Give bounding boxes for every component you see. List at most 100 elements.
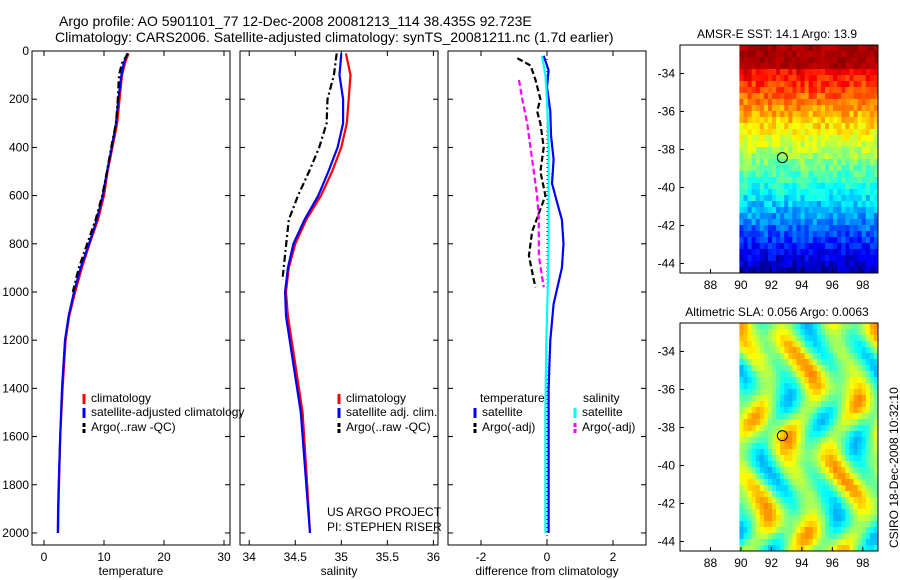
sla-cell <box>751 485 757 492</box>
sst-cell <box>845 255 850 262</box>
sst-cell <box>873 93 879 100</box>
sst-cell <box>820 159 826 166</box>
sst-cell <box>763 159 769 166</box>
sla-cell <box>812 509 818 516</box>
sla-cell <box>853 401 859 408</box>
sst-cell <box>800 201 806 208</box>
sla-cell <box>816 527 822 534</box>
sst-cell <box>841 93 846 100</box>
sla-cell <box>763 485 769 492</box>
sst-cell <box>833 93 838 100</box>
sst-cell <box>865 177 871 184</box>
sst-cell <box>812 153 818 160</box>
sst-cell <box>763 195 769 202</box>
sla-cell <box>861 443 867 450</box>
sst-cell <box>833 219 838 226</box>
sst-cell <box>763 219 769 226</box>
sst-cell <box>825 69 830 76</box>
figure-title-line2: Climatology: CARS2006. Satellite-adjuste… <box>55 29 614 45</box>
sst-cell <box>759 147 765 154</box>
sla-cell <box>853 371 859 378</box>
sla-cell <box>812 443 818 450</box>
sst-cell <box>861 183 867 190</box>
sst-cell <box>751 81 757 88</box>
sla-cell <box>820 539 826 546</box>
sst-cell <box>772 93 777 100</box>
sst-cell <box>837 135 842 142</box>
sst-cell <box>853 249 859 256</box>
sst-cell <box>808 57 814 64</box>
sla-cell <box>808 371 814 378</box>
sst-cell <box>816 219 822 226</box>
sst-cell <box>792 201 797 208</box>
sla-cell <box>780 377 785 384</box>
sla-cell <box>739 539 744 546</box>
sst-cell <box>772 81 777 88</box>
sla-cell <box>833 335 838 342</box>
sst-cell <box>812 249 818 256</box>
sst-cell <box>849 141 855 148</box>
sla-cell <box>751 437 757 444</box>
sst-cell <box>849 87 855 94</box>
temperature-xlabel: temperature <box>99 564 164 578</box>
sst-cell <box>784 81 789 88</box>
sst-cell <box>841 153 846 160</box>
sla-cell <box>780 527 785 534</box>
sla-cell <box>829 539 834 546</box>
sst-cell <box>825 45 830 52</box>
sst-cell <box>792 249 797 256</box>
sst-cell <box>759 105 765 112</box>
sla-cell <box>845 407 850 414</box>
sla-cell <box>869 413 875 420</box>
sst-cell <box>865 267 871 274</box>
sst-cell <box>763 261 769 268</box>
sla-cell <box>829 329 834 336</box>
sst-cell <box>780 225 785 232</box>
sst-cell <box>853 213 859 220</box>
sst-cell <box>837 261 842 268</box>
sst-cell <box>747 225 753 232</box>
sst-cell <box>743 111 749 118</box>
sst-cell <box>825 225 830 232</box>
sla-cell <box>796 329 802 336</box>
sst-cell <box>739 231 744 238</box>
sla-cell <box>792 359 797 366</box>
sla-cell <box>833 419 838 426</box>
sst-cell <box>820 93 826 100</box>
sla-cell <box>767 407 773 414</box>
sla-cell <box>800 395 806 402</box>
sst-cell <box>857 261 863 268</box>
sst-cell <box>861 81 867 88</box>
sst-cell <box>873 189 879 196</box>
sst-cell <box>829 189 834 196</box>
sla-cell <box>853 491 859 498</box>
sst-cell <box>743 45 749 52</box>
sst-cell <box>788 105 793 112</box>
sla-cell <box>849 539 855 546</box>
sla-cell <box>800 449 806 456</box>
sla-cell <box>845 533 850 540</box>
sst-cell <box>759 243 765 250</box>
sst-cell <box>808 183 814 190</box>
sst-cell <box>812 237 818 244</box>
sla-cell <box>800 377 806 384</box>
sst-cell <box>739 255 744 262</box>
sst-cell <box>816 69 822 76</box>
sst-cell <box>857 255 863 262</box>
sst-cell <box>865 99 871 106</box>
sst-cell <box>820 177 826 184</box>
sst-cell <box>849 207 855 214</box>
sla-cell <box>788 491 793 498</box>
sla-cell <box>869 419 875 426</box>
sst-cell <box>825 111 830 118</box>
sla-cell <box>800 467 806 474</box>
sla-cell <box>804 407 810 414</box>
sst-cell <box>865 219 871 226</box>
sla-cell <box>763 389 769 396</box>
sst-cell <box>780 171 785 178</box>
sst-cell <box>861 171 867 178</box>
sla-cell <box>849 425 855 432</box>
sla-cell <box>755 479 761 486</box>
sst-cell <box>776 81 781 88</box>
sla-cell <box>853 323 859 330</box>
